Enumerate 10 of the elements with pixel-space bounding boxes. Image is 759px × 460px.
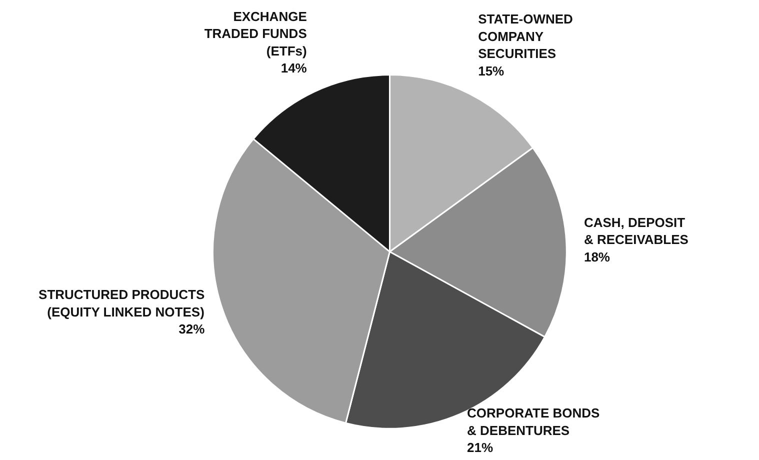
slice-label: EXCHANGE TRADED FUNDS (ETFs) <box>204 8 308 58</box>
slice-label: STATE-OWNED COMPANY SECURITIES <box>478 12 573 62</box>
data-label: 15% <box>478 63 505 78</box>
slice-label: STRUCTURED PRODUCTS (EQUITY LINKED NOTES) <box>38 287 205 320</box>
slice-label: CORPORATE BONDS & DEBENTURES <box>467 406 600 438</box>
data-label: 32% <box>178 322 206 337</box>
slice-label: CASH, DEPOSIT & RECEIVABLES <box>584 214 689 248</box>
data-label: 14% <box>280 60 308 76</box>
data-label: 18% <box>584 249 610 264</box>
data-label: 21% <box>467 440 494 456</box>
